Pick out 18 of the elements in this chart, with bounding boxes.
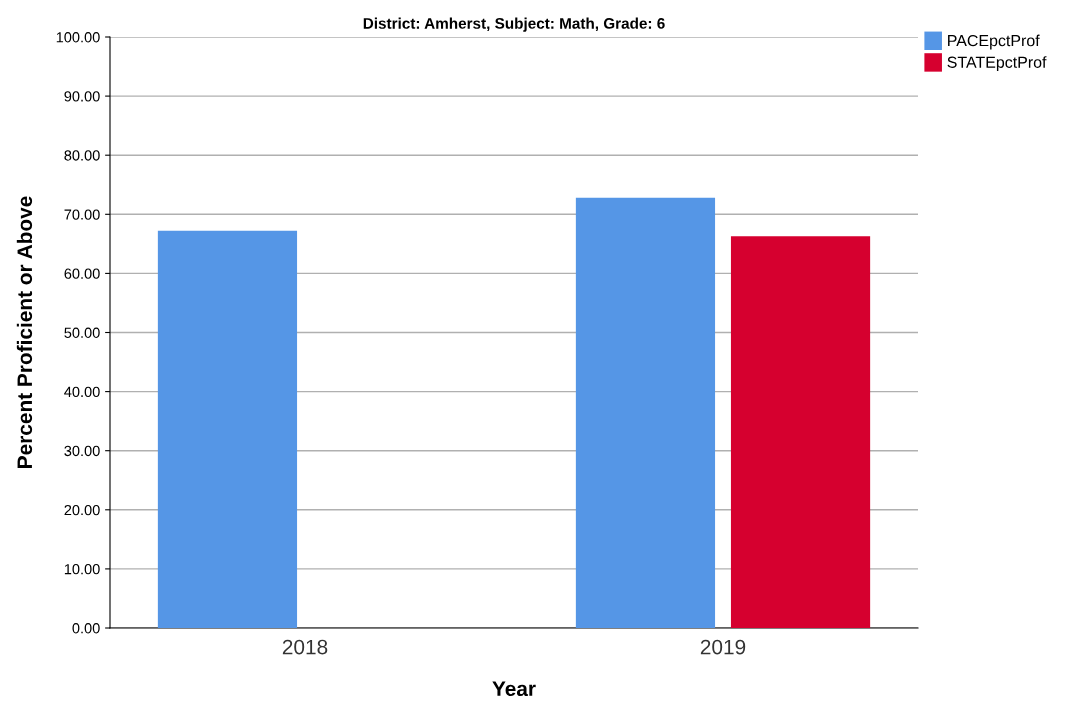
y-tick-label: 60.00 bbox=[64, 268, 100, 279]
y-axis-title: Percent Proficient or Above bbox=[16, 196, 33, 468]
y-tick-label: 90.00 bbox=[64, 91, 100, 102]
y-tick-label: 70.00 bbox=[64, 209, 100, 220]
y-tick-label: 0.00 bbox=[72, 623, 100, 634]
y-tick-label: 10.00 bbox=[64, 564, 100, 575]
legend-label: PACEpctProf bbox=[948, 34, 1040, 50]
x-tick-label: 2018 bbox=[282, 639, 328, 655]
x-tick-label: 2019 bbox=[700, 639, 746, 655]
y-tick-label: 80.00 bbox=[64, 150, 100, 161]
y-tick-label: 20.00 bbox=[64, 504, 100, 516]
chart-title: District: Amherst, Subject: Math, Grade: 6 bbox=[363, 17, 665, 32]
legend-label: STATEpctProf bbox=[947, 56, 1047, 72]
y-tick-label: 50.00 bbox=[64, 327, 100, 338]
y-tick-label: 100.00 bbox=[56, 32, 100, 43]
x-axis-title: Year bbox=[492, 681, 536, 697]
y-tick-label: 40.00 bbox=[64, 386, 100, 398]
y-tick-label: 30.00 bbox=[64, 445, 100, 457]
